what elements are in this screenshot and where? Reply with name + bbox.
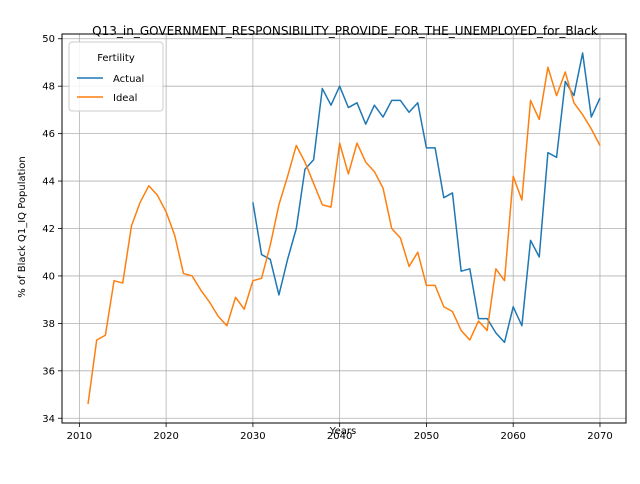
x-tick-label: 2070 — [587, 431, 612, 442]
legend: Fertility Actual Ideal — [68, 41, 164, 112]
x-tick-label: 2020 — [153, 431, 178, 442]
y-tick-label: 42 — [42, 224, 55, 235]
y-tick-label: 48 — [42, 82, 55, 93]
y-tick-label: 40 — [42, 271, 55, 282]
y-axis-label: % of Black Q1_IQ Population — [17, 156, 28, 298]
legend-box — [68, 41, 164, 112]
legend-label-actual: Actual — [113, 74, 144, 85]
y-tick-label: 34 — [42, 414, 55, 425]
series-layer — [87, 52, 601, 405]
x-tick-label: 2010 — [67, 431, 92, 442]
series-line-actual — [252, 52, 601, 344]
x-tick-label: 2040 — [327, 431, 352, 442]
legend-title: Fertility — [97, 53, 135, 64]
axis-layer: 2010 2020 2030 2040 2050 2060 2070 34 36 38 40 42 44… — [42, 34, 612, 442]
y-tick-label: 36 — [42, 366, 55, 377]
y-tick-label: 46 — [42, 129, 55, 140]
x-tick-label: 2060 — [500, 431, 525, 442]
y-tick-label: 38 — [42, 319, 55, 330]
legend-label-ideal: Ideal — [113, 93, 137, 104]
chart-title: Q13_in_GOVERNMENT_RESPONSIBILITY_PROVIDE… — [92, 24, 598, 38]
x-tick-label: 2050 — [414, 431, 439, 442]
grid-layer — [62, 34, 626, 423]
x-tick-label: 2030 — [240, 431, 265, 442]
legend-entries: Actual Ideal — [77, 74, 144, 104]
y-tick-label: 44 — [42, 177, 55, 188]
series-line-ideal — [87, 66, 601, 405]
y-tick-label: 50 — [42, 34, 55, 45]
x-axis-label: Years — [329, 426, 356, 437]
